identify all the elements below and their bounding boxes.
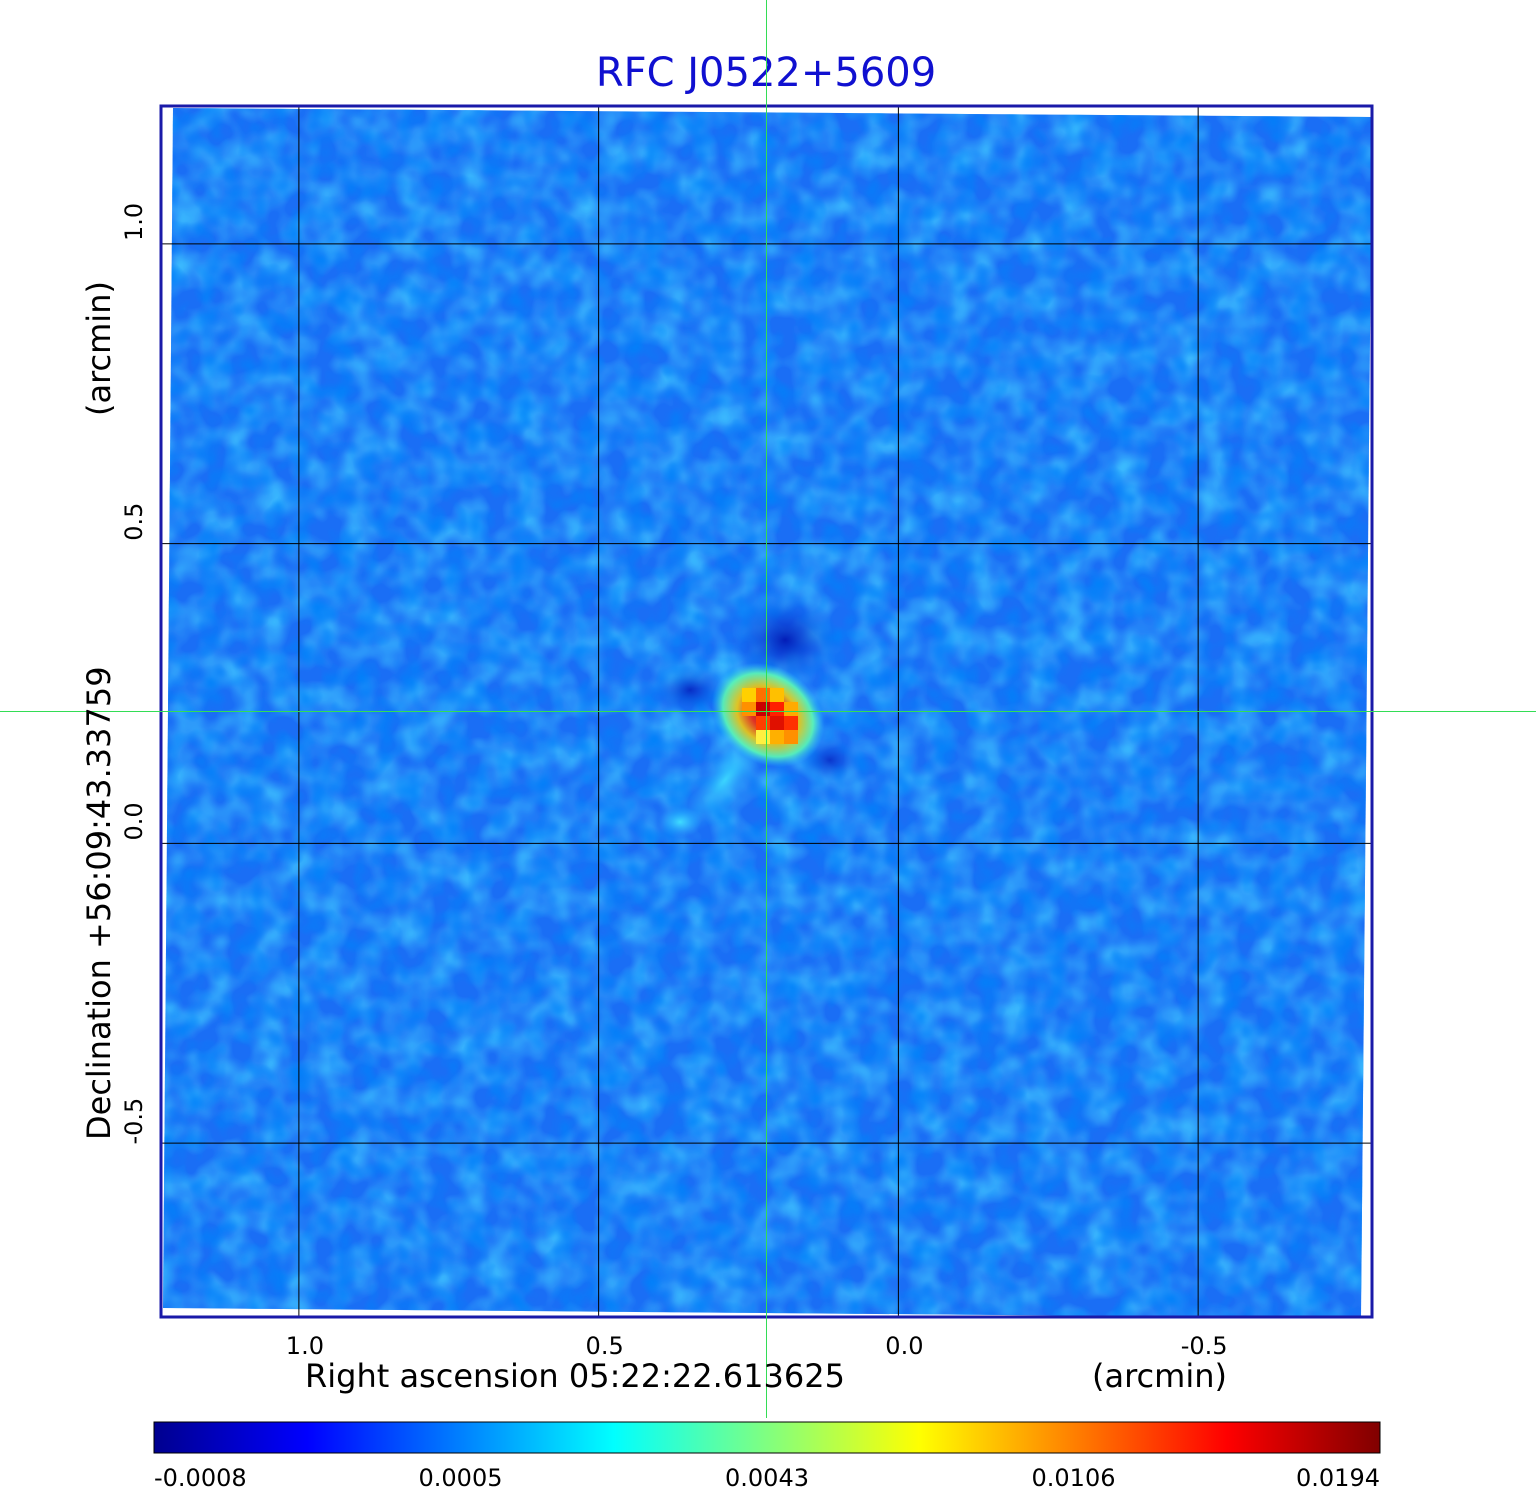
y-axis-unit: (arcmin) [80, 281, 118, 416]
y-tick-label: 0.0 [120, 802, 148, 840]
x-tick-label: 0.0 [885, 1332, 923, 1360]
y-tick-labels: 1.0 0.5 0.0 -0.5 [120, 203, 148, 1145]
source-crosshair [0, 0, 1536, 1418]
y-tick-label: -0.5 [120, 1098, 148, 1145]
jet-knot [658, 806, 702, 838]
sidelobe-dark-west [655, 665, 725, 715]
y-tick-label: 0.5 [120, 503, 148, 541]
colorbar: -0.0008 0.0005 0.0043 0.0106 0.0194 [153, 1421, 1381, 1492]
colorbar-tick-label: 0.0043 [725, 1464, 809, 1492]
x-tick-label: -0.5 [1181, 1332, 1228, 1360]
x-tick-labels: 1.0 0.5 0.0 -0.5 [286, 1332, 1228, 1360]
sidelobe-dark-north [730, 595, 840, 685]
x-axis-unit: (arcmin) [1092, 1357, 1227, 1395]
colorbar-tick-label: 0.0005 [419, 1464, 503, 1492]
colorbar-tick-labels: -0.0008 0.0005 0.0043 0.0106 0.0194 [154, 1464, 1380, 1492]
colorbar-tick-label: -0.0008 [154, 1464, 247, 1492]
colorbar-tick-label: 0.0106 [1032, 1464, 1116, 1492]
y-axis-label: Declination +56:09:43.33759 [80, 666, 118, 1140]
colorbar-tick-label: 0.0194 [1296, 1464, 1380, 1492]
x-tick-label: 1.0 [286, 1332, 324, 1360]
intensity-map [163, 108, 1372, 1318]
colorbar-gradient [153, 1421, 1381, 1454]
y-tick-label: 1.0 [120, 203, 148, 241]
x-tick-label: 0.5 [586, 1332, 624, 1360]
x-axis-label: Right ascension 05:22:22.613625 [305, 1357, 845, 1395]
